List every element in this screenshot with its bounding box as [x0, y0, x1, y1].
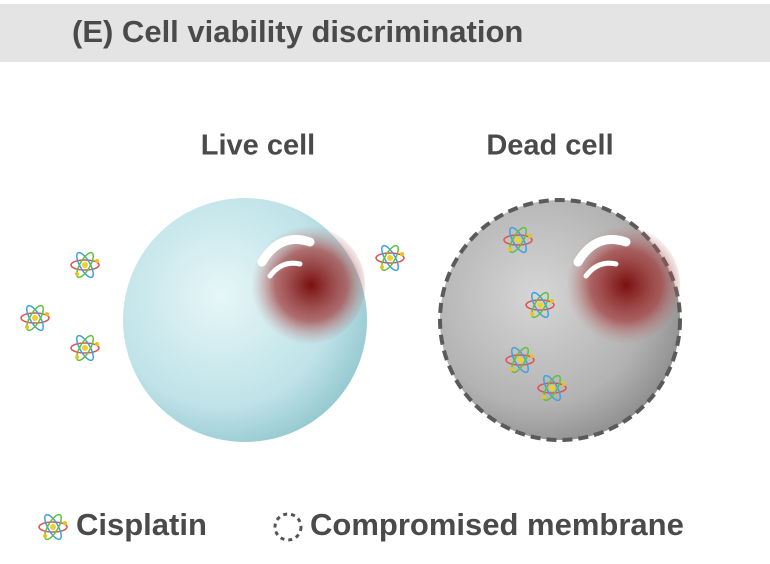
cell-label: Live cell: [201, 130, 315, 162]
legend-label: Cisplatin: [76, 507, 207, 542]
dead-cell: [438, 198, 682, 442]
cell-label: Dead cell: [486, 130, 613, 162]
title-bar: [0, 4, 770, 62]
title: (E) Cell viability discrimination: [72, 14, 523, 49]
legend-icon: [38, 511, 68, 543]
legend-icon: [273, 512, 303, 542]
live-cell: [123, 198, 367, 442]
legend-label: Compromised membrane: [310, 507, 684, 542]
